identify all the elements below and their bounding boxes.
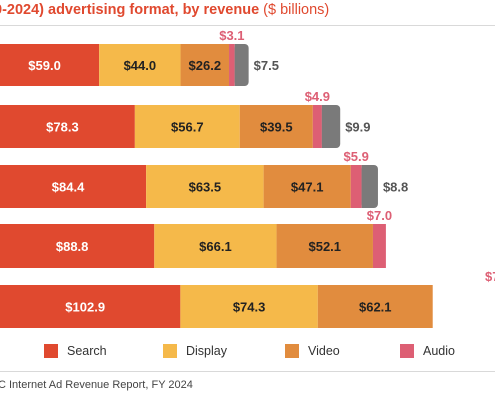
data-label-display-3: $63.5 [189,180,222,195]
bar-segment-display-5 [180,285,318,328]
data-label-search-5: $102.9 [65,300,105,315]
data-label-audio-3: $5.9 [344,149,369,164]
source-note: C Internet Ad Revenue Report, FY 2024 [0,379,193,391]
bar-segment-display-2 [134,105,240,148]
chart-title-unit: ($ billions) [263,2,330,18]
chart-title-text: 0-2024) advertising format, by revenue [0,2,260,18]
data-label-search-1: $59.0 [28,58,61,73]
legend-label-audio: Audio [423,344,455,358]
bar-segment-search-4 [0,224,155,268]
data-label-display-5: $74.3 [233,300,266,315]
chart-title: 0-2024) advertising format, by revenue (… [0,2,329,18]
legend-label-display: Display [186,344,227,358]
data-label-display-4: $66.1 [199,239,232,254]
bar-segment-other-edge-1 [234,44,241,86]
legend-item-search: Search [44,344,107,358]
data-label-display-1: $44.0 [124,58,157,73]
legend-swatch-display [163,344,177,358]
data-label-video-3: $47.1 [291,180,324,195]
bar-segment-video-4 [276,224,373,268]
legend-swatch-video [285,344,299,358]
footer-divider [0,371,495,372]
bar-segment-audio-2 [312,105,322,148]
data-label-video-5: $62.1 [359,300,392,315]
data-label-other-1: $7.5 [254,58,279,73]
bar-segment-other-edge-2 [321,105,328,148]
bar-segment-video-5 [317,285,433,328]
bar-segment-audio-1 [229,44,235,86]
bar-segment-audio-4 [372,224,386,268]
data-label-audio-2: $4.9 [305,89,330,104]
chart-legend: Search Display Video Audio [0,344,495,364]
bar-segment-display-4 [154,224,277,268]
bar-segment-audio-3 [350,165,362,208]
legend-item-audio: Audio [400,344,455,358]
data-label-video-4: $52.1 [308,239,341,254]
data-label-other-2: $9.9 [345,120,370,135]
bar-segment-video-1 [180,44,230,86]
data-label-video-1: $26.2 [189,58,222,73]
bar-segment-display-3 [146,165,264,208]
data-label-display-2: $56.7 [171,120,204,135]
legend-swatch-search [44,344,58,358]
data-label-video-2: $39.5 [260,120,293,135]
data-label-other-3: $8.8 [383,180,408,195]
bar-segment-other-edge-3 [361,165,368,208]
data-label-audio-1: $3.1 [219,28,244,43]
data-label-audio-4: $7.0 [367,208,392,223]
data-label-search-4: $88.8 [56,239,89,254]
bar-segment-video-3 [263,165,351,208]
data-label-search-3: $84.4 [52,180,85,195]
bar-segment-display-1 [99,44,181,86]
bar-segment-video-2 [239,105,313,148]
legend-swatch-audio [400,344,414,358]
legend-label-video: Video [308,344,340,358]
legend-item-video: Video [285,344,340,358]
bar-segment-search-1 [0,44,100,86]
data-label-search-2: $78.3 [46,120,79,135]
legend-label-search: Search [67,344,107,358]
data-label-audio-5: $7 [485,269,495,284]
legend-item-display: Display [163,344,227,358]
bar-segment-search-5 [0,285,181,328]
bar-segment-search-2 [0,105,135,148]
bar-segment-search-3 [0,165,147,208]
title-divider [0,25,495,26]
